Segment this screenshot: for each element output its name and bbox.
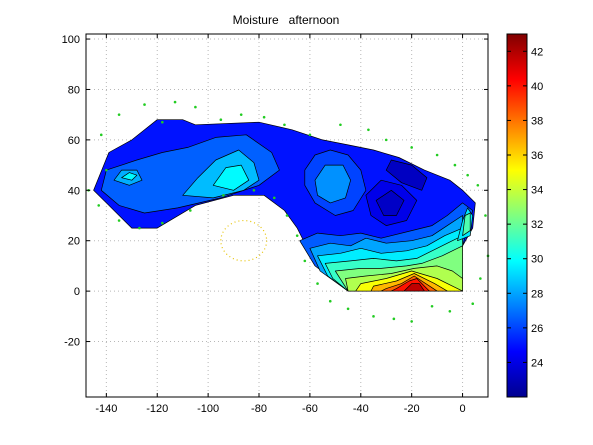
axis-layer: -140 -120 -100 -80 -60 -40 -20 0 100 80 60 40 20 0 -20 bbox=[62, 34, 488, 415]
x-tick-label: -80 bbox=[251, 403, 267, 415]
x-tick-label: -100 bbox=[197, 403, 219, 415]
contour-region bbox=[212, 164, 250, 191]
contour-region bbox=[375, 189, 405, 216]
sample-point bbox=[448, 309, 452, 313]
sample-point bbox=[479, 277, 482, 280]
sample-point bbox=[410, 146, 413, 149]
colorbar-tick-label: 26 bbox=[531, 323, 543, 335]
sample-point bbox=[173, 100, 177, 104]
colorbar: 24 26 28 30 32 34 36 38 40 42 bbox=[506, 33, 543, 398]
sample-point bbox=[339, 123, 342, 127]
plot-frame bbox=[85, 33, 489, 398]
y-tick-label: 80 bbox=[68, 84, 80, 96]
sample-point bbox=[117, 219, 121, 222]
sample-point bbox=[295, 234, 299, 237]
sample-point bbox=[285, 214, 289, 217]
sample-point bbox=[372, 315, 375, 318]
sample-point bbox=[99, 133, 103, 137]
sample-point bbox=[222, 194, 225, 197]
x-tick-label: -20 bbox=[404, 403, 420, 415]
y-tick-label: 60 bbox=[68, 135, 80, 147]
sample-point bbox=[161, 221, 164, 225]
y-tick-label: 20 bbox=[68, 236, 80, 248]
dotted-ellipse bbox=[220, 219, 268, 262]
sample-point bbox=[262, 115, 266, 119]
sample-point bbox=[476, 183, 480, 187]
sample-point bbox=[316, 282, 319, 285]
contour-region bbox=[121, 172, 138, 181]
x-tick-label: -140 bbox=[95, 403, 117, 415]
sample-point bbox=[303, 259, 307, 263]
contour-region bbox=[385, 159, 428, 191]
sample-point bbox=[283, 123, 286, 127]
sample-point bbox=[117, 113, 121, 116]
sample-point bbox=[384, 138, 388, 142]
colorbar-tick-label: 32 bbox=[531, 219, 543, 231]
sample-point bbox=[392, 317, 396, 321]
sample-point bbox=[410, 320, 413, 323]
x-tick-label: -60 bbox=[302, 403, 318, 415]
colorbar-tick-label: 42 bbox=[531, 46, 543, 58]
colorbar-tick-label: 40 bbox=[531, 81, 543, 93]
y-tick-label: -20 bbox=[64, 337, 80, 349]
sample-point bbox=[239, 113, 243, 116]
sample-point bbox=[161, 120, 164, 124]
colorbar-frame bbox=[506, 33, 528, 398]
sample-point bbox=[367, 128, 370, 132]
colorbar-tick-label: 28 bbox=[531, 288, 543, 300]
contour-region bbox=[314, 164, 351, 204]
x-tick-label: -40 bbox=[353, 403, 369, 415]
sample-point bbox=[328, 299, 332, 303]
sample-point bbox=[105, 168, 108, 172]
contour-layer bbox=[93, 119, 476, 292]
sample-point bbox=[219, 118, 223, 122]
colorbar-tick-label: 24 bbox=[531, 357, 543, 369]
sample-point bbox=[272, 196, 276, 200]
sample-point bbox=[138, 226, 141, 230]
sample-point bbox=[308, 133, 312, 137]
sample-point bbox=[471, 302, 475, 306]
chart-title: Moisture afternoon bbox=[233, 13, 340, 27]
colorbar-tick-label: 38 bbox=[531, 115, 543, 127]
colorbar-ticks: 24 26 28 30 32 34 36 38 40 42 bbox=[507, 46, 543, 369]
sample-point bbox=[346, 307, 350, 311]
sample-point bbox=[189, 209, 192, 212]
x-tick-label: 0 bbox=[459, 403, 465, 415]
contour-region bbox=[403, 283, 425, 292]
sample-point bbox=[430, 304, 434, 308]
sample-point bbox=[97, 204, 101, 207]
contour-region bbox=[462, 212, 471, 237]
marker-layer bbox=[87, 100, 490, 323]
sample-point bbox=[484, 214, 487, 217]
colorbar-gradient bbox=[507, 34, 527, 397]
y-tick-label: 40 bbox=[68, 185, 80, 197]
y-tick-label: 0 bbox=[74, 286, 80, 298]
sample-point bbox=[453, 163, 457, 167]
y-tick-label: 100 bbox=[62, 34, 80, 46]
sample-point bbox=[435, 153, 439, 157]
x-tick-label: -120 bbox=[146, 403, 168, 415]
sample-point bbox=[143, 103, 146, 106]
sample-point bbox=[252, 188, 256, 192]
colorbar-tick-label: 30 bbox=[531, 254, 543, 266]
sample-point bbox=[194, 105, 197, 109]
colorbar-tick-label: 36 bbox=[531, 150, 543, 162]
colorbar-tick-label: 34 bbox=[531, 185, 543, 197]
sample-point bbox=[466, 173, 469, 177]
plot-area: -140 -120 -100 -80 -60 -40 -20 0 100 80 60 40 20 0 -20 bbox=[62, 33, 490, 415]
